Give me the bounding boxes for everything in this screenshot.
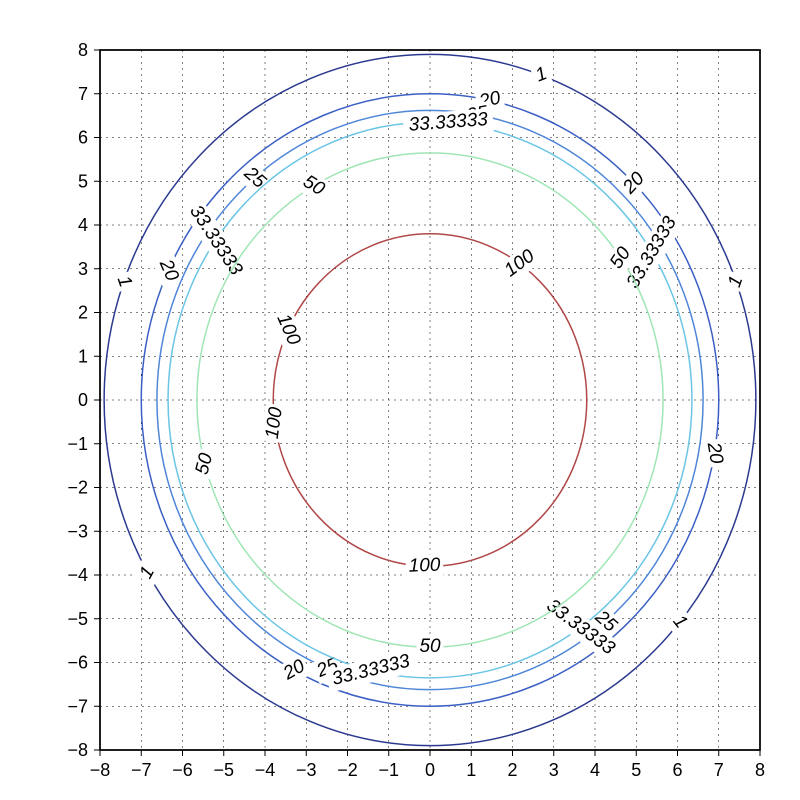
x-tick-label: 5 (631, 760, 641, 780)
contour-label-text: 100 (262, 406, 287, 441)
y-tick-label: 6 (78, 128, 88, 148)
contour-label-text: 50 (419, 636, 441, 657)
x-tick-label: −8 (90, 760, 111, 780)
contour-label-text: 20 (703, 440, 727, 466)
contour-label: 1 (723, 270, 750, 293)
y-tick-label: 3 (78, 259, 88, 279)
y-tick-label: −3 (67, 521, 88, 541)
y-tick-label: 8 (78, 40, 88, 60)
x-tick-label: 7 (714, 760, 724, 780)
y-tick-label: 7 (78, 84, 88, 104)
contour-label: 1 (110, 270, 137, 293)
contour-label: 1 (666, 609, 694, 636)
x-tick-label: −1 (378, 760, 399, 780)
y-tick-label: −7 (67, 696, 88, 716)
contour-label: 50 (417, 636, 444, 659)
y-tick-label: 5 (78, 171, 88, 191)
x-tick-label: 4 (590, 760, 600, 780)
y-tick-label: −6 (67, 653, 88, 673)
x-tick-label: 3 (549, 760, 559, 780)
contour-label-text: 33.33333 (185, 202, 246, 280)
y-tick-label: −5 (67, 609, 88, 629)
x-tick-label: 0 (425, 760, 435, 780)
contour-label: 33.33333 (325, 649, 417, 693)
contour-label-text: 33.33333 (330, 650, 412, 689)
contour-label: 1 (134, 560, 162, 585)
y-tick-label: 4 (78, 215, 88, 235)
x-tick-label: 2 (507, 760, 517, 780)
x-tick-label: −5 (213, 760, 234, 780)
x-tick-label: −7 (131, 760, 152, 780)
contour-label-text: 50 (299, 171, 328, 200)
contour-label: 50 (190, 448, 219, 480)
y-tick-label: −2 (67, 478, 88, 498)
y-tick-label: 2 (78, 303, 88, 323)
y-tick-label: 1 (78, 346, 88, 366)
contour-label: 33.33333 (403, 108, 494, 138)
contour-label-text: 100 (408, 555, 441, 577)
x-tick-label: −3 (296, 760, 317, 780)
contour-label: 1 (530, 62, 554, 89)
x-tick-label: −2 (337, 760, 358, 780)
chart-svg: 111112020202020252525252533.3333333.3333… (0, 0, 800, 800)
x-tick-label: −6 (172, 760, 193, 780)
contour-plot: 111112020202020252525252533.3333333.3333… (0, 0, 800, 800)
contour-label: 50 (296, 169, 331, 203)
contour-label: 100 (261, 403, 289, 443)
y-tick-label: 0 (78, 390, 88, 410)
contour-label: 100 (405, 554, 443, 578)
y-tick-label: −4 (67, 565, 88, 585)
contour-label: 100 (270, 308, 306, 351)
x-tick-label: −4 (255, 760, 276, 780)
y-tick-label: −1 (67, 434, 88, 454)
x-tick-label: 1 (466, 760, 476, 780)
contour-label: 20 (701, 438, 728, 468)
x-tick-label: 6 (672, 760, 682, 780)
contour-label-text: 20 (279, 655, 309, 684)
contour-label: 20 (152, 254, 184, 288)
contour-label: 100 (498, 243, 542, 284)
y-tick-label: −8 (67, 740, 88, 760)
x-tick-label: 8 (755, 760, 765, 780)
